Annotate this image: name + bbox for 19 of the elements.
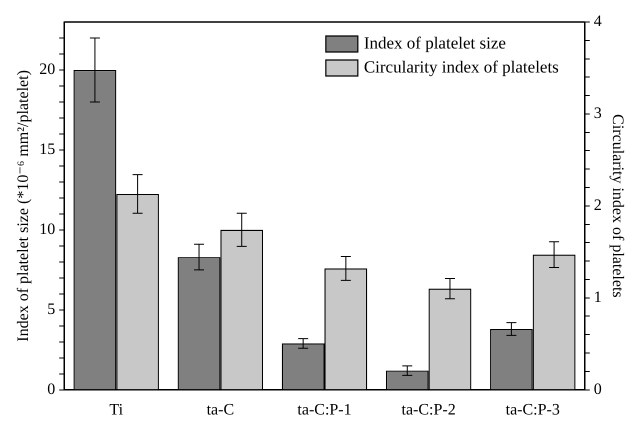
legend-label: Index of platelet size	[364, 33, 506, 52]
y-tick-label: 5	[47, 301, 56, 318]
y-tick-label: 15	[39, 141, 56, 158]
y-tick-label: 20	[39, 61, 56, 78]
y2-axis-title: Circularity index of platelets	[609, 114, 626, 298]
y-tick-label: 0	[47, 381, 56, 398]
y2-tick-label: 4	[594, 13, 602, 30]
legend-label: Circularity index of platelets	[364, 57, 559, 76]
y2-tick-label: 3	[594, 105, 602, 122]
x-tick-label: Ti	[109, 402, 124, 419]
y2-tick-label: 1	[594, 289, 602, 306]
y2-tick-label: 0	[594, 381, 602, 398]
y-axis-title: Index of platelet size (*10⁻⁶ mm²/platelet)	[14, 70, 32, 342]
x-tick-label: ta-C	[206, 402, 234, 419]
x-tick-label: ta-C:P-1	[297, 402, 352, 419]
y-tick-label: 10	[39, 221, 56, 238]
x-tick-label: ta-C:P-3	[506, 402, 560, 419]
y2-tick-label: 2	[594, 197, 602, 214]
x-tick-label: ta-C:P-2	[402, 402, 456, 419]
